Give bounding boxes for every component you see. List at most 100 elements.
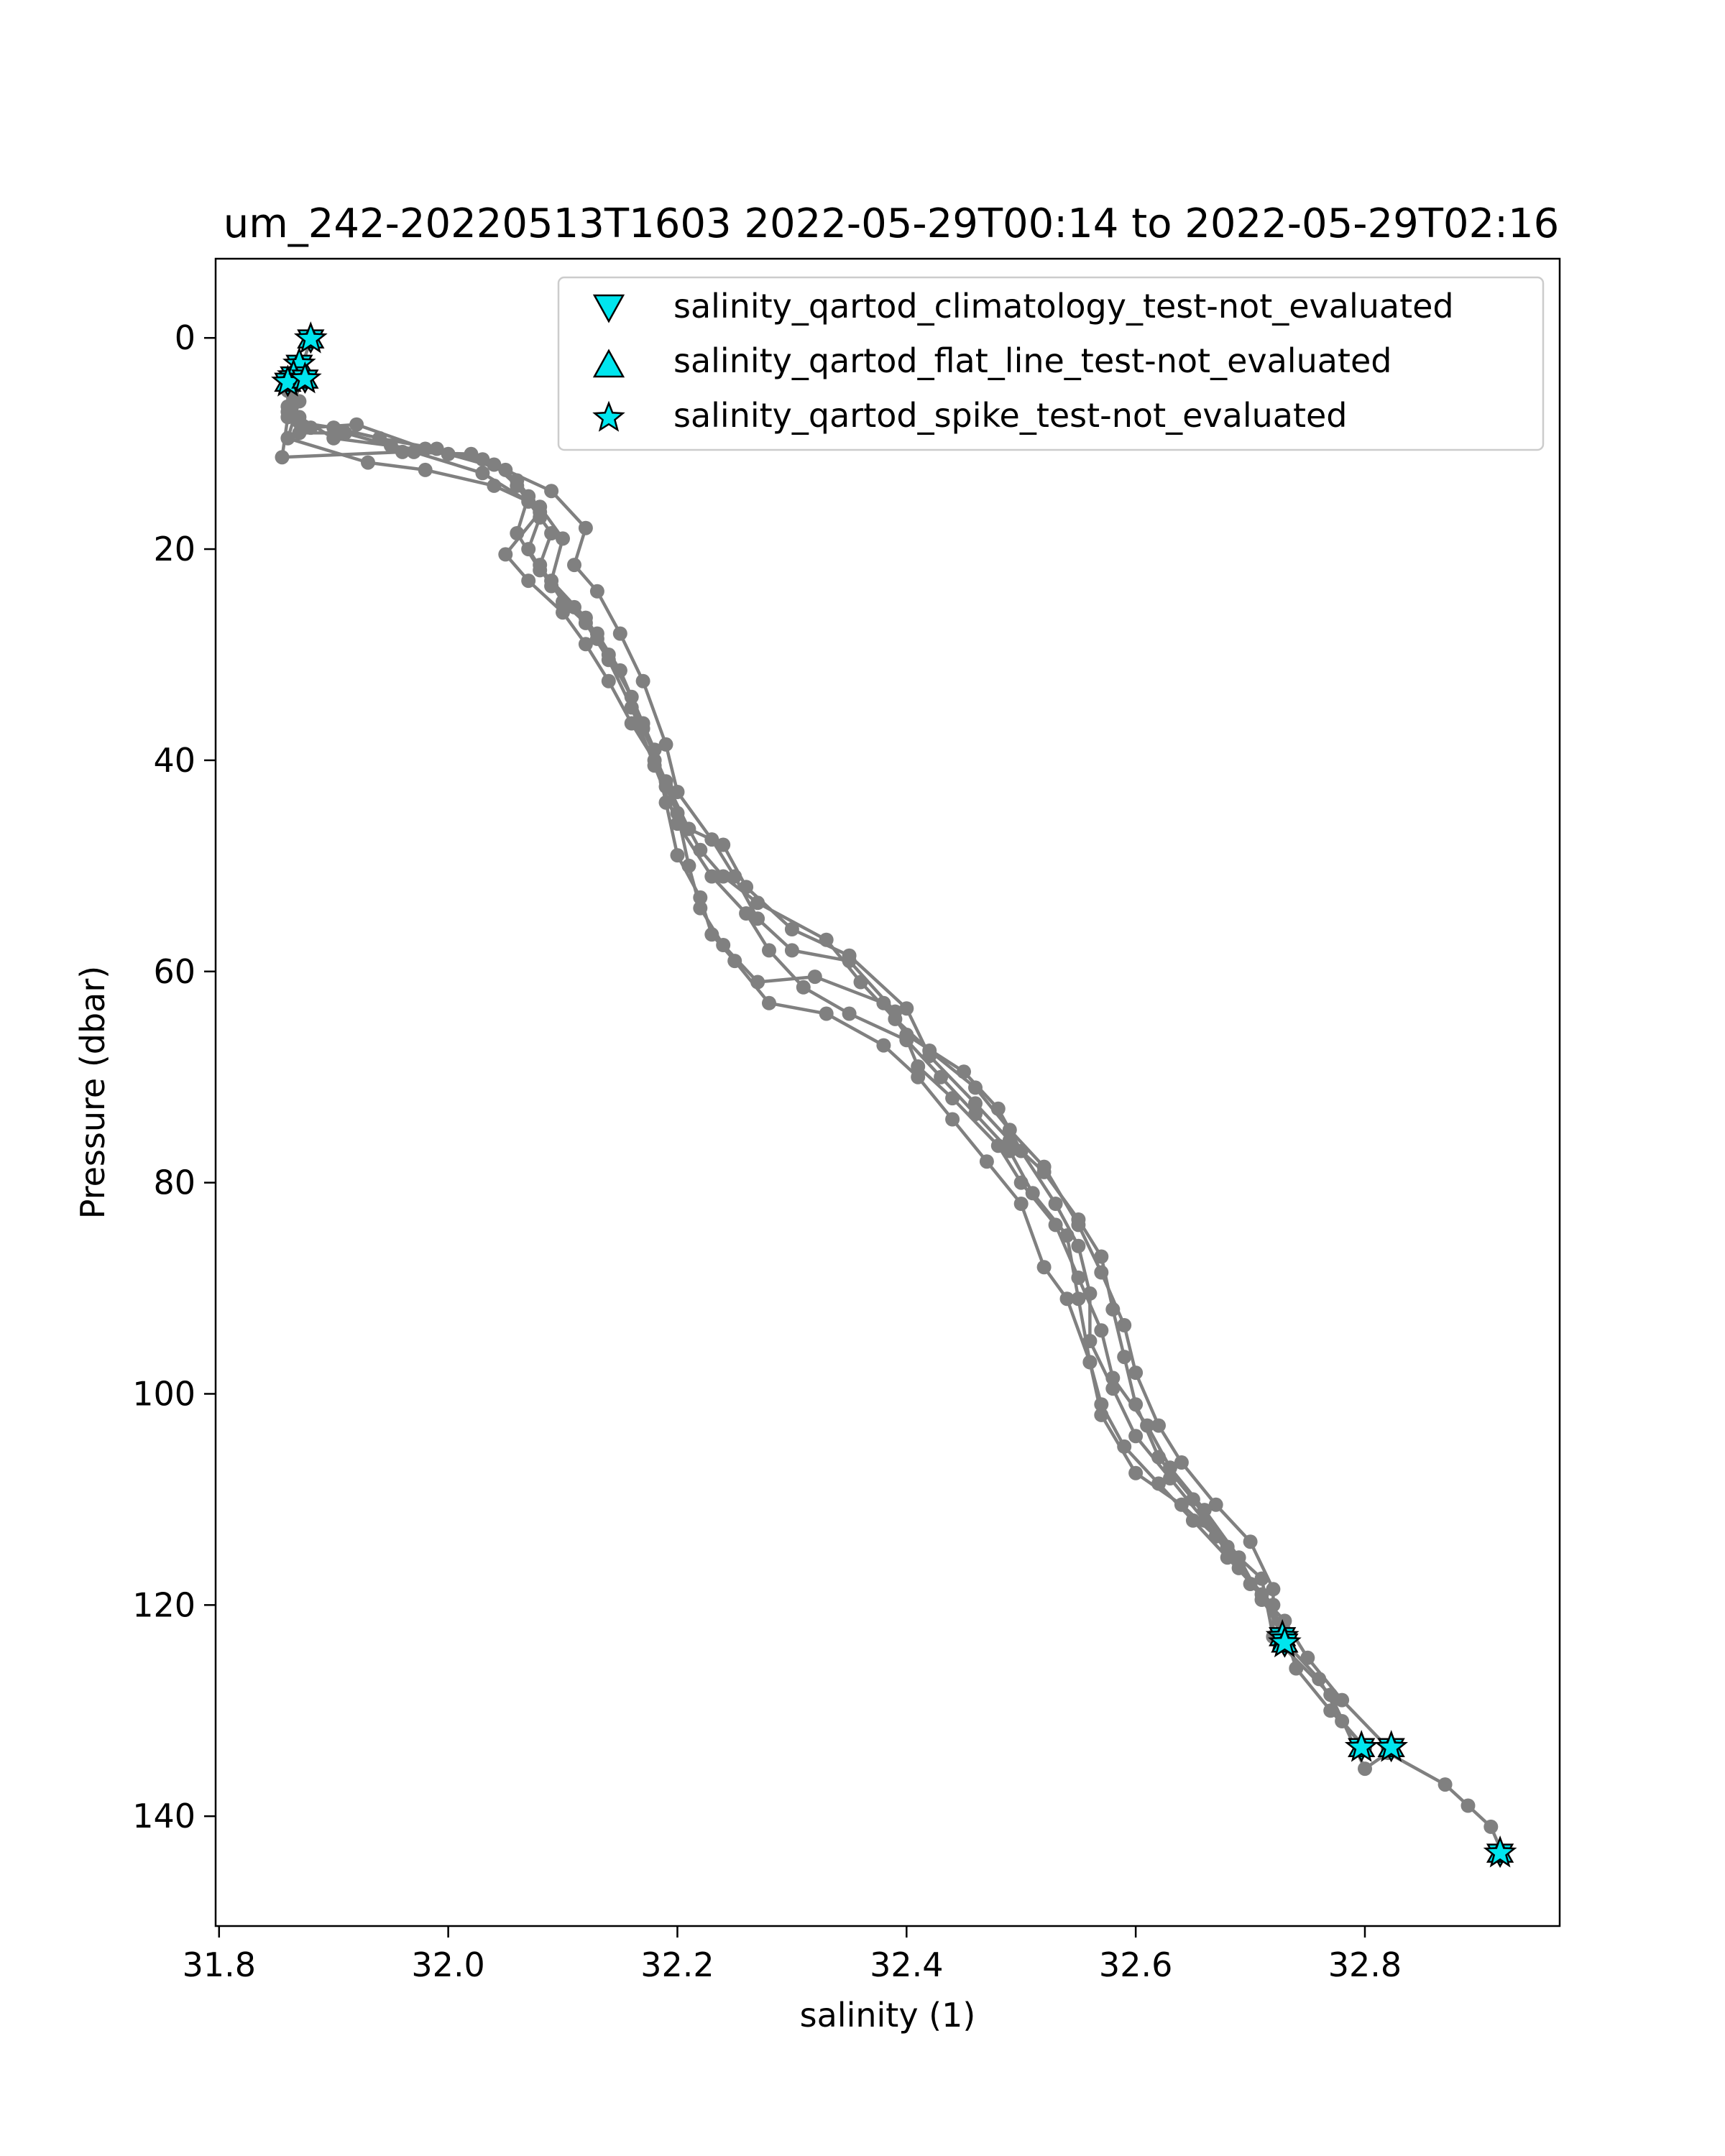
profile-series [286, 367, 1292, 1649]
legend-label-flat-line: salinity_qartod_flat_line_test-not_evalu… [673, 341, 1392, 380]
profile-point [275, 450, 290, 465]
profile-point [934, 1069, 949, 1084]
profile-point [510, 526, 525, 540]
profile-point [1002, 1123, 1017, 1138]
profile-point [727, 954, 742, 969]
profile-point [1025, 1186, 1040, 1201]
profile-point [418, 462, 433, 477]
profile-point [1460, 1798, 1476, 1813]
profile-line [286, 377, 1275, 1637]
profile-point [853, 975, 868, 990]
profile-point [556, 605, 570, 620]
profile-point [326, 420, 341, 436]
profile-point [406, 444, 421, 459]
profile-point [1002, 1133, 1017, 1148]
profile-point [1048, 1197, 1063, 1211]
profile-point [1266, 1582, 1281, 1597]
profile-point [1323, 1703, 1338, 1718]
profile-point [510, 478, 525, 493]
profile-point [1117, 1350, 1132, 1365]
x-axis-label: salinity (1) [800, 1996, 976, 2035]
profile-point [578, 637, 593, 652]
profile-point [796, 980, 811, 995]
spike-flag-marker [288, 361, 322, 394]
profile-point [1128, 1397, 1144, 1412]
profile-point [1105, 1370, 1121, 1386]
profile-point [1300, 1650, 1315, 1665]
profile-point [1323, 1687, 1338, 1703]
profile-point [533, 510, 548, 525]
y-tick-label: 60 [153, 952, 196, 991]
spike-flag-marker [1374, 1730, 1409, 1762]
legend-label-spike: salinity_qartod_spike_test-not_evaluated [673, 396, 1347, 435]
profile-point [888, 1011, 903, 1026]
profile-point [727, 869, 742, 884]
profile-point [876, 995, 891, 1010]
legend-label-climatology: salinity_qartod_climatology_test-not_eva… [673, 287, 1454, 326]
profile-point [1002, 1143, 1017, 1158]
profile-point [1484, 1819, 1499, 1834]
plot-data [271, 321, 1517, 1869]
profile-point [1208, 1497, 1223, 1512]
qartod-flag-markers [271, 321, 1517, 1869]
profile-point [1082, 1355, 1098, 1370]
profile-point [1048, 1217, 1063, 1233]
profile-point [1036, 1159, 1052, 1174]
profile-point [716, 837, 731, 852]
y-tick-label: 120 [132, 1585, 196, 1624]
profile-point [361, 455, 375, 470]
profile-point [1151, 1418, 1166, 1433]
profile-point [544, 526, 559, 540]
legend-entry-flat-line: salinity_qartod_flat_line_test-not_evalu… [592, 341, 1392, 380]
profile-point [578, 615, 593, 630]
profile-point [1036, 1260, 1052, 1275]
spike-flag-marker [1344, 1730, 1379, 1762]
profile-point [842, 1006, 857, 1021]
star-icon [592, 400, 625, 432]
legend-entry-climatology: salinity_qartod_climatology_test-not_eva… [592, 287, 1454, 326]
chart-title: um_242-20220513T1603 2022-05-29T00:14 to… [224, 201, 1560, 247]
profile-point [1185, 1492, 1200, 1507]
profile-point [1059, 1291, 1075, 1307]
profile-point [968, 1096, 983, 1111]
spike-flag-marker [1483, 1835, 1517, 1868]
profile-point [784, 943, 799, 958]
profile-point [544, 484, 559, 499]
profile-point [762, 943, 776, 958]
profile-point [1128, 1465, 1144, 1480]
profile-point [326, 430, 341, 446]
profile-point [1174, 1455, 1189, 1470]
profile-point [819, 932, 834, 947]
x-tick-label: 32.4 [870, 1945, 943, 1984]
profile-point [762, 995, 776, 1010]
profile-point [498, 547, 513, 562]
profile-point [1094, 1249, 1109, 1264]
profile-point [429, 441, 444, 456]
x-tick-label: 32.8 [1328, 1945, 1402, 1984]
profile-point [819, 1006, 834, 1021]
profile-point [567, 558, 581, 573]
profile-point [487, 457, 502, 472]
y-tick-label: 80 [153, 1164, 196, 1202]
profile-point [1094, 1323, 1109, 1338]
profile-point [739, 906, 754, 921]
profile-point [968, 1107, 983, 1122]
profile-point [521, 542, 536, 557]
profile-point [1117, 1439, 1132, 1454]
profile-point [750, 895, 765, 911]
profile-point [1289, 1661, 1304, 1676]
profile-point [1059, 1228, 1075, 1243]
profile-point [1094, 1265, 1109, 1280]
profile-point [601, 673, 616, 688]
profile-point [704, 869, 719, 884]
y-tick-label: 140 [132, 1797, 196, 1835]
spike-flag-marker [293, 321, 328, 354]
x-tick-label: 32.6 [1099, 1945, 1172, 1984]
profile-point [693, 890, 708, 905]
plot-area-frame [214, 257, 1561, 1927]
profile-point [670, 816, 685, 831]
profile-point [1128, 1429, 1144, 1444]
profile-point [704, 832, 719, 847]
profile-point [1151, 1476, 1166, 1491]
